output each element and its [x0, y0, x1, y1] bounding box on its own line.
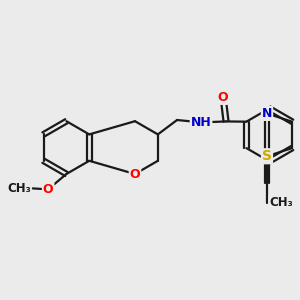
Text: O: O — [130, 167, 140, 181]
Text: N: N — [262, 107, 272, 120]
Text: NH: NH — [191, 116, 212, 129]
Text: S: S — [262, 149, 272, 163]
Text: O: O — [218, 91, 229, 104]
Text: O: O — [43, 183, 53, 196]
Text: CH₃: CH₃ — [7, 182, 31, 195]
Text: CH₃: CH₃ — [269, 196, 293, 209]
